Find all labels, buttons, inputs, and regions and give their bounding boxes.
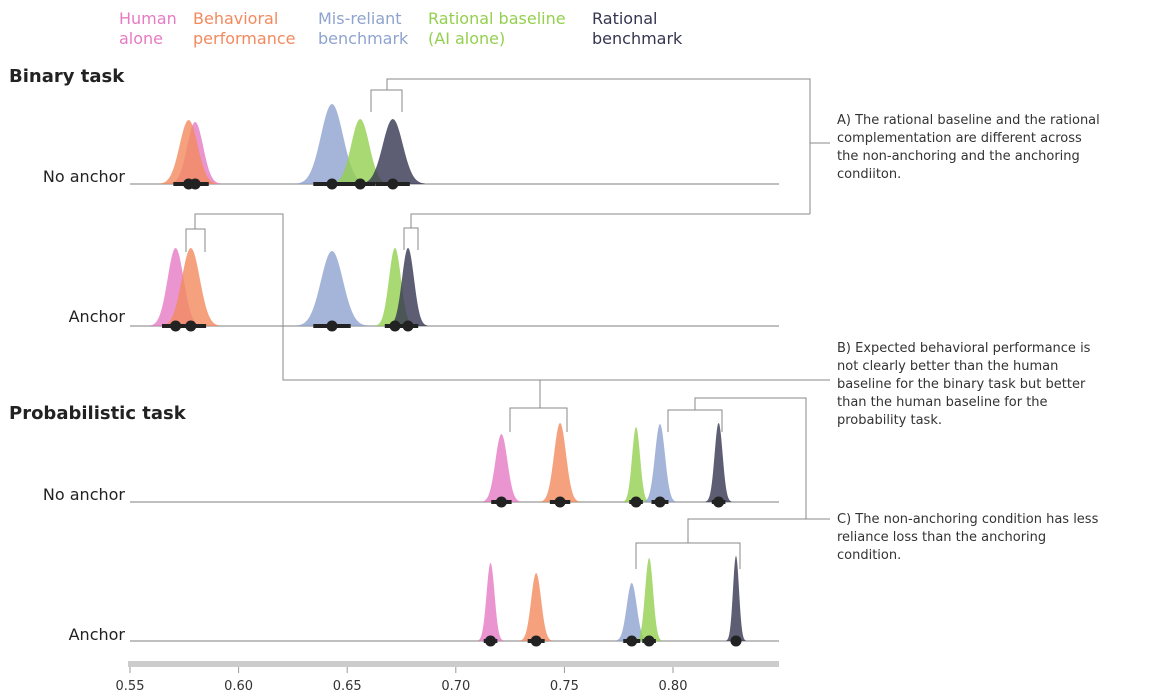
mean-point-rational_baseline bbox=[643, 635, 655, 647]
density-rational_benchmark bbox=[726, 556, 746, 641]
annotation-C: C) The non-anchoring condition has less bbox=[837, 512, 1099, 527]
annotation-B: baseline for the binary task but better bbox=[837, 377, 1086, 392]
legend-label-human: alone bbox=[119, 29, 163, 48]
annotation-A: the non-anchoring and the anchoring bbox=[837, 149, 1080, 164]
annotation-B: probability task. bbox=[837, 413, 942, 428]
x-tick-label: 0.80 bbox=[659, 679, 688, 694]
annotation-A: condiiton. bbox=[837, 167, 901, 182]
legend-label-misreliant: benchmark bbox=[318, 29, 409, 48]
density-rational_benchmark bbox=[388, 248, 428, 326]
density-rational_benchmark bbox=[705, 423, 732, 502]
mean-point-misreliant bbox=[326, 320, 338, 332]
density-behavioral bbox=[162, 248, 220, 326]
annotation-A: complementation are different across bbox=[837, 131, 1082, 146]
legend-label-rational_benchmark: Rational bbox=[592, 9, 657, 28]
density-misreliant bbox=[615, 583, 648, 641]
row-label: Anchor bbox=[69, 625, 126, 644]
mean-point-rational_baseline bbox=[354, 178, 366, 190]
density-behavioral bbox=[520, 573, 553, 641]
density-rational_baseline bbox=[331, 119, 390, 184]
mean-point-rational_baseline bbox=[389, 320, 401, 332]
connector-a bbox=[386, 78, 811, 214]
mean-point-human bbox=[170, 320, 182, 332]
bracket-prob-human-behavioral bbox=[509, 407, 568, 432]
row-label: No anchor bbox=[43, 167, 126, 186]
density-behavioral bbox=[540, 423, 580, 502]
annotation-C: reliance loss than the anchoring bbox=[837, 530, 1046, 545]
row-label: Anchor bbox=[69, 307, 126, 326]
mean-point-misreliant bbox=[326, 178, 338, 190]
mean-point-behavioral bbox=[554, 496, 566, 508]
annotation-B: not clearly better than the human bbox=[837, 359, 1058, 374]
x-tick-label: 0.65 bbox=[333, 679, 362, 694]
density-human bbox=[477, 563, 504, 641]
bracket-binary-noanchor bbox=[370, 89, 403, 112]
mean-point-misreliant bbox=[654, 496, 666, 508]
row-label: No anchor bbox=[43, 485, 126, 504]
legend-label-behavioral: Behavioral bbox=[193, 9, 278, 28]
bracket-binary-human-behavioral bbox=[185, 228, 206, 252]
legend-label-misreliant: Mis-reliant bbox=[318, 9, 402, 28]
density-misreliant bbox=[296, 251, 368, 326]
legend-label-rational_benchmark: benchmark bbox=[592, 29, 683, 48]
mean-point-behavioral bbox=[185, 320, 197, 332]
mean-point-rational_benchmark bbox=[387, 178, 399, 190]
mean-point-behavioral bbox=[530, 635, 542, 647]
legend-label-human: Human bbox=[119, 9, 177, 28]
density-behavioral bbox=[159, 120, 218, 184]
connector-c-lower bbox=[687, 518, 806, 543]
density-misreliant bbox=[643, 424, 676, 502]
annotation-C: condition. bbox=[837, 548, 901, 563]
x-tick-label: 0.75 bbox=[550, 679, 579, 694]
density-human bbox=[482, 434, 521, 502]
legend-label-rational_baseline: (AI alone) bbox=[428, 29, 505, 48]
bracket-prob-anchor bbox=[635, 542, 741, 569]
mean-point-behavioral bbox=[183, 178, 195, 190]
annotation-B: B) Expected behavioral performance is bbox=[837, 341, 1091, 356]
mean-point-misreliant bbox=[626, 635, 638, 647]
x-tick-label: 0.60 bbox=[224, 679, 253, 694]
annotation-B: than the human baseline for the bbox=[837, 395, 1048, 410]
density-rational_baseline bbox=[623, 427, 649, 502]
mean-point-human bbox=[495, 496, 507, 508]
connector-a-lower bbox=[410, 213, 810, 228]
mean-point-rational_benchmark bbox=[402, 320, 414, 332]
annotation-A: A) The rational baseline and the rationa… bbox=[837, 113, 1100, 128]
mean-point-rational_benchmark bbox=[713, 496, 725, 508]
mean-point-rational_benchmark bbox=[730, 635, 742, 647]
x-tick-label: 0.55 bbox=[116, 679, 145, 694]
panel-title: Binary task bbox=[9, 66, 125, 87]
x-tick-label: 0.70 bbox=[441, 679, 470, 694]
legend-label-rational_baseline: Rational baseline bbox=[428, 9, 566, 28]
connector-c bbox=[694, 397, 807, 519]
density-rational_baseline bbox=[636, 558, 662, 641]
legend-label-behavioral: performance bbox=[193, 29, 295, 48]
mean-point-rational_baseline bbox=[630, 496, 642, 508]
panel-title: Probabilistic task bbox=[9, 403, 187, 424]
bracket-binary-anchor bbox=[403, 227, 419, 250]
density-rational_benchmark bbox=[360, 119, 425, 184]
mean-point-human bbox=[485, 635, 497, 647]
connector-b bbox=[194, 213, 540, 381]
bracket-prob-noanchor bbox=[667, 409, 723, 432]
